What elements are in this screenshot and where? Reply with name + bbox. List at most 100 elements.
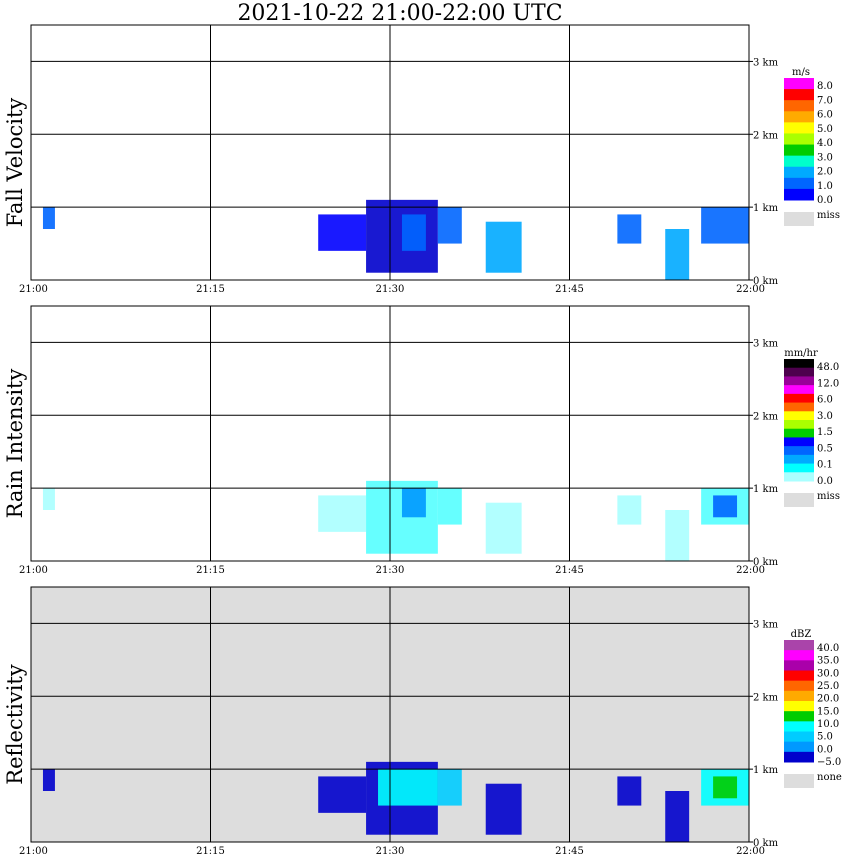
rain_intensity-legend-label: 3.0	[817, 411, 833, 422]
reflectivity-legend-swatch	[784, 640, 814, 651]
reflectivity-legend-swatch	[784, 650, 814, 661]
fall_velocity-legend-swatch	[784, 122, 814, 134]
fall_velocity-legend-swatch	[784, 100, 814, 112]
rain_intensity-legend-swatch	[784, 420, 814, 430]
fall_velocity-frame	[30, 24, 750, 281]
fall_velocity-legend-swatch	[784, 166, 814, 179]
reflectivity-legend-missing-swatch	[784, 774, 814, 788]
fall_velocity-echo-8	[701, 207, 749, 244]
reflectivity-echo-0	[42, 769, 55, 791]
fall_velocity-legend-missing-swatch	[784, 212, 814, 226]
reflectivity-legend-label: 30.0	[817, 668, 839, 679]
rain_intensity-echo-9	[713, 495, 738, 518]
reflectivity-legend-label: 10.0	[817, 719, 839, 730]
rain_intensity-y-tick-label: 0 km	[753, 557, 779, 568]
fall_velocity-legend-label: 7.0	[817, 95, 833, 106]
rain_intensity-x-tick-label: 21:15	[196, 565, 225, 576]
reflectivity-legend-swatch	[784, 721, 814, 732]
rain_intensity-x-tick-label: 22:00	[736, 565, 765, 576]
fall_velocity-legend-label: 0.0	[817, 195, 833, 206]
rain_intensity-x-tick-label: 21:30	[376, 565, 405, 576]
fall_velocity-legend-swatch	[784, 155, 814, 168]
fall_velocity-y-tick-label: 0 km	[753, 276, 779, 287]
fall_velocity-x-tick-label: 21:00	[19, 284, 48, 295]
fall_velocity-echo-3	[401, 214, 426, 251]
rain_intensity-legend-label: 1.5	[817, 427, 833, 438]
rain_intensity-echo-7	[665, 510, 690, 561]
reflectivity-echo-1	[318, 776, 367, 813]
rain_intensity-legend-swatch	[784, 437, 814, 447]
rain_intensity-legend-label: 6.0	[817, 395, 833, 406]
reflectivity-legend-label: 35.0	[817, 656, 839, 667]
fall_velocity-legend-unit: m/s	[792, 67, 810, 78]
fall_velocity-legend-missing-label: miss	[817, 210, 840, 221]
reflectivity-y-tick-label: 1 km	[753, 765, 779, 776]
rain_intensity-legend-label: 0.0	[817, 476, 833, 487]
fall_velocity-legend-swatch	[784, 144, 814, 157]
rain_intensity-legend-swatch	[784, 367, 814, 377]
rain_intensity-legend-missing-swatch	[784, 493, 814, 507]
reflectivity-legend-swatch	[784, 701, 814, 712]
rain_intensity-legend-swatch	[784, 454, 814, 465]
fall_velocity-legend-label: 5.0	[817, 124, 833, 135]
reflectivity-legend-label: 5.0	[817, 732, 833, 743]
reflectivity-echo-4	[437, 769, 462, 806]
fall_velocity-legend-swatch	[784, 111, 814, 123]
fall_velocity-x-tick-label: 21:45	[555, 284, 584, 295]
reflectivity-legend-label: 20.0	[817, 694, 839, 705]
reflectivity-echo-9	[713, 776, 738, 799]
reflectivity-y-tick-label: 0 km	[753, 838, 779, 849]
rain_intensity-legend-swatch	[784, 402, 814, 412]
fall_velocity-y-tick-label: 1 km	[753, 203, 779, 214]
rain_intensity-legend-swatch	[784, 411, 814, 421]
fall_velocity-legend-swatch	[784, 177, 814, 190]
fall_velocity-legend-swatch	[784, 188, 814, 201]
reflectivity-legend-swatch	[784, 690, 814, 702]
rain_intensity-legend-swatch	[784, 376, 814, 386]
rain_intensity-legend-label: 0.1	[817, 460, 833, 471]
reflectivity-y-tick-label: 2 km	[753, 692, 779, 703]
rain_intensity-frame	[30, 305, 750, 562]
fall_velocity-legend-label: 2.0	[817, 167, 833, 178]
fall_velocity-x-tick-label: 22:00	[736, 284, 765, 295]
fall_velocity-legend-label: 6.0	[817, 110, 833, 121]
reflectivity-legend-label: 25.0	[817, 681, 839, 692]
reflectivity-x-tick-label: 21:30	[376, 846, 405, 857]
rain_intensity-x-tick-label: 21:45	[555, 565, 584, 576]
fall_velocity-echo-0	[42, 207, 55, 229]
fall_velocity-echo-7	[665, 229, 690, 280]
fall_velocity-legend-label: 8.0	[817, 81, 833, 92]
fall_velocity-legend-swatch	[784, 89, 814, 101]
reflectivity-legend-swatch	[784, 680, 814, 692]
fall_velocity-legend-label: 1.0	[817, 181, 833, 192]
reflectivity-echo-5	[485, 783, 522, 835]
rain_intensity-y-tick-label: 3 km	[753, 338, 779, 349]
fall_velocity-y-tick-label: 3 km	[753, 57, 779, 68]
rain_intensity-echo-0	[42, 488, 55, 510]
reflectivity-legend-label: 15.0	[817, 706, 839, 717]
rain_intensity-y-tick-label: 2 km	[753, 411, 779, 422]
reflectivity-legend-label: 40.0	[817, 643, 839, 654]
reflectivity-legend-swatch	[784, 670, 814, 682]
reflectivity-legend-missing-label: none	[817, 772, 842, 783]
fall_velocity-legend-swatch	[784, 78, 814, 90]
rain_intensity-legend-swatch	[784, 393, 814, 404]
fall_velocity-x-tick-label: 21:15	[196, 284, 225, 295]
reflectivity-legend-swatch	[784, 731, 814, 743]
fall_velocity-y-tick-label: 2 km	[753, 130, 779, 141]
reflectivity-legend-swatch	[784, 711, 814, 722]
reflectivity-echo-7	[665, 791, 690, 842]
fall_velocity-axis-title: Fall Velocity	[3, 98, 27, 228]
reflectivity-frame	[30, 586, 750, 843]
reflectivity-echo-6	[617, 776, 642, 806]
fall_velocity-legend-label: 3.0	[817, 152, 833, 163]
rain_intensity-echo-6	[617, 495, 642, 525]
fall_velocity-echo-4	[437, 207, 462, 244]
rain_intensity-echo-3	[401, 488, 426, 518]
rain_intensity-echo-1	[318, 495, 367, 532]
rain_intensity-echo-5	[485, 502, 522, 554]
reflectivity-x-tick-label: 21:15	[196, 846, 225, 857]
rain_intensity-legend-swatch	[784, 446, 814, 456]
fall_velocity-echo-6	[617, 214, 642, 244]
